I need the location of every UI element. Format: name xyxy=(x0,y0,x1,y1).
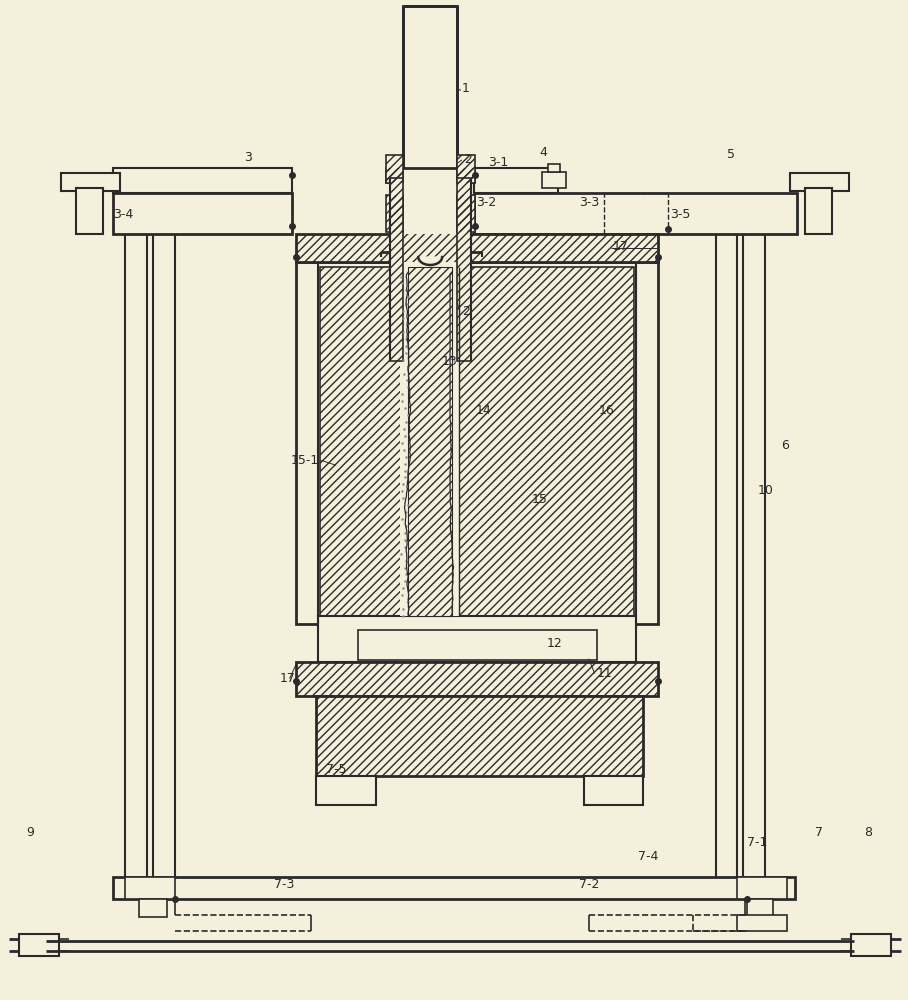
Text: 2: 2 xyxy=(462,305,469,318)
Bar xyxy=(386,155,403,183)
Bar xyxy=(409,267,452,616)
Bar xyxy=(386,168,403,183)
Bar xyxy=(321,267,635,616)
Bar xyxy=(403,6,457,168)
Bar xyxy=(153,234,174,897)
Bar xyxy=(316,696,643,776)
Text: 10: 10 xyxy=(757,484,773,497)
Bar xyxy=(744,234,765,897)
Bar xyxy=(745,899,773,916)
Bar xyxy=(139,899,167,916)
Bar xyxy=(457,155,475,183)
Bar xyxy=(296,662,658,696)
Text: 7-2: 7-2 xyxy=(578,878,599,891)
Text: 3-1: 3-1 xyxy=(488,156,508,169)
Text: 1: 1 xyxy=(462,82,469,95)
Text: 17: 17 xyxy=(280,672,295,685)
Bar xyxy=(737,915,787,931)
Bar xyxy=(386,168,403,183)
Bar xyxy=(548,164,560,172)
Bar xyxy=(386,195,403,232)
Text: 15-1: 15-1 xyxy=(291,454,320,467)
Bar xyxy=(390,178,403,361)
Text: 7-4: 7-4 xyxy=(638,850,658,863)
Bar xyxy=(125,877,174,899)
Bar xyxy=(804,188,833,234)
Bar xyxy=(390,178,471,361)
Text: 9: 9 xyxy=(26,826,34,839)
Bar xyxy=(19,934,59,956)
Text: 15: 15 xyxy=(531,493,548,506)
Bar xyxy=(474,168,558,193)
Text: 14: 14 xyxy=(476,404,491,417)
Bar xyxy=(457,155,475,183)
Text: 2: 2 xyxy=(464,153,472,166)
Bar xyxy=(75,188,104,234)
Bar xyxy=(316,696,643,776)
Bar xyxy=(474,193,797,234)
Bar xyxy=(584,776,643,805)
Text: 7-3: 7-3 xyxy=(273,878,294,891)
Bar xyxy=(852,934,891,956)
Bar xyxy=(737,877,787,899)
Bar xyxy=(114,168,291,193)
Bar xyxy=(61,173,120,191)
Text: 3-4: 3-4 xyxy=(114,208,133,221)
Bar xyxy=(316,776,376,805)
Text: 7-5: 7-5 xyxy=(326,763,347,776)
Bar xyxy=(542,172,566,188)
Polygon shape xyxy=(419,257,442,265)
Bar xyxy=(400,267,460,616)
Text: 13: 13 xyxy=(442,355,458,368)
Bar xyxy=(319,616,637,662)
Bar xyxy=(386,155,403,183)
Text: 7-1: 7-1 xyxy=(747,836,767,849)
Bar xyxy=(457,195,475,232)
Bar xyxy=(296,662,658,696)
Bar xyxy=(321,267,635,616)
Bar xyxy=(457,168,475,183)
Text: 3-5: 3-5 xyxy=(670,208,690,221)
Text: 16: 16 xyxy=(598,404,615,417)
Text: 11: 11 xyxy=(597,667,612,680)
Bar xyxy=(386,195,403,232)
Bar xyxy=(409,267,452,616)
Bar xyxy=(457,195,475,232)
Bar xyxy=(296,234,658,262)
Bar xyxy=(457,178,471,361)
Bar xyxy=(457,168,475,183)
Text: 8: 8 xyxy=(864,826,873,839)
Bar xyxy=(296,234,658,262)
Bar xyxy=(716,234,737,897)
Bar xyxy=(296,262,658,624)
Text: 17: 17 xyxy=(613,240,628,253)
Bar xyxy=(358,630,597,660)
Text: 4: 4 xyxy=(539,146,548,159)
Bar xyxy=(125,234,147,897)
Text: 12: 12 xyxy=(548,637,563,650)
Bar xyxy=(390,178,403,361)
Text: 6: 6 xyxy=(781,439,789,452)
Text: 3: 3 xyxy=(244,151,252,164)
Text: 5: 5 xyxy=(727,148,735,161)
Text: 7: 7 xyxy=(814,826,823,839)
Text: 3-3: 3-3 xyxy=(578,196,599,209)
Bar xyxy=(114,193,291,234)
Text: 3-2: 3-2 xyxy=(476,196,496,209)
Bar xyxy=(457,178,471,361)
Bar xyxy=(790,173,849,191)
Bar xyxy=(114,877,794,899)
